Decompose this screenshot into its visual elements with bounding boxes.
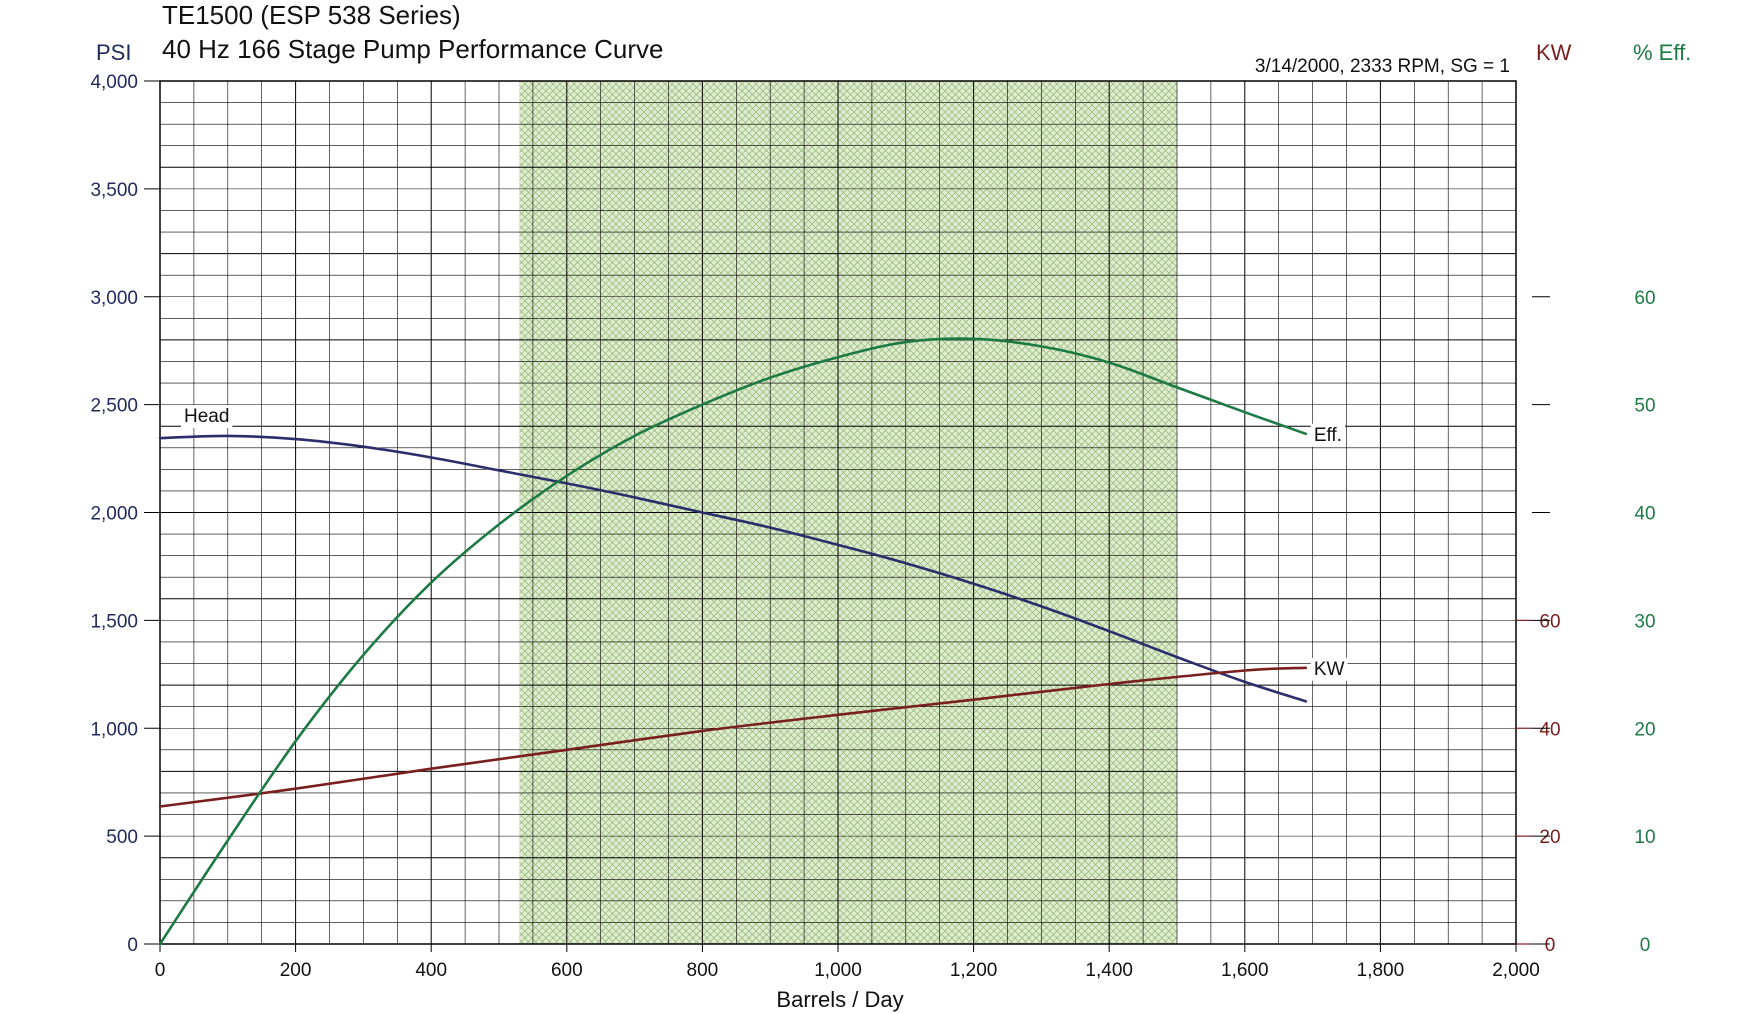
x-tick-label: 1,000	[814, 960, 862, 981]
left-tick-label: 4,000	[90, 72, 138, 93]
x-tick-label: 0	[155, 960, 166, 981]
kw-curve-label-bg	[1310, 657, 1348, 681]
x-tick-label: 600	[551, 960, 583, 981]
eff-tick-label: 0	[1640, 935, 1651, 956]
left-tick-label: 0	[127, 935, 138, 956]
eff-tick-label: 50	[1634, 396, 1655, 417]
left-tick-label: 1,500	[90, 611, 138, 632]
eff-tick-label: 30	[1634, 611, 1655, 632]
left-tick-label: 3,500	[90, 180, 138, 201]
eff-tick-label: 10	[1634, 827, 1655, 848]
x-tick-label: 1,200	[950, 960, 998, 981]
kw-curve	[158, 666, 1308, 808]
left-tick-label: 1,000	[90, 719, 138, 740]
eff-tick-label: 40	[1634, 504, 1655, 525]
head-curve-label: Head	[184, 406, 229, 427]
left-tick-label: 500	[106, 827, 138, 848]
eff-axis: 0 10 20 30 40 50 60	[1532, 288, 1656, 956]
x-tick-label: 1,600	[1221, 960, 1269, 981]
left-tick-label: 2,500	[90, 396, 138, 417]
head-curve	[158, 434, 1308, 703]
eff-axis-label: % Eff.	[1633, 40, 1691, 65]
x-axis: 0 200 400 600 800 1,000 1,200 1,400 1,600 1,800 2,…	[155, 944, 1540, 981]
chart-subtitle: 40 Hz 166 Stage Pump Performance Curve	[162, 34, 663, 64]
kw-tick-label: 40	[1539, 719, 1560, 740]
eff-tick-label: 20	[1634, 719, 1655, 740]
kw-axis-label: KW	[1536, 40, 1572, 65]
kw-tick-label: 0	[1545, 935, 1556, 956]
eff-curve-label: Eff.	[1314, 425, 1342, 446]
chart-info: 3/14/2000, 2333 RPM, SG = 1	[1255, 56, 1510, 77]
head-curve-label-bg	[181, 405, 233, 429]
chart-title: TE1500 (ESP 538 Series)	[162, 0, 461, 30]
x-tick-label: 200	[280, 960, 312, 981]
curve-labels: Head KW Eff.	[181, 405, 1348, 681]
kw-tick-label: 60	[1539, 611, 1560, 632]
x-tick-label: 1,400	[1085, 960, 1133, 981]
eff-curve	[158, 337, 1308, 946]
eff-tick-label: 60	[1634, 288, 1655, 309]
kw-axis: 0 20 40 60	[1516, 611, 1561, 956]
x-tick-label: 1,800	[1357, 960, 1405, 981]
x-axis-label: Barrels / Day	[776, 987, 903, 1012]
left-tick-label: 2,000	[90, 504, 138, 525]
grid	[160, 81, 1516, 944]
eff-curve-label-bg	[1310, 423, 1345, 447]
left-axis: 0 500 1,000 1,500 2,000 2,500 3,000 3,500 4,000	[90, 72, 160, 956]
x-tick-label: 800	[687, 960, 719, 981]
left-tick-label: 3,000	[90, 288, 138, 309]
curves	[158, 337, 1308, 946]
left-axis-label: PSI	[96, 40, 131, 65]
kw-tick-label: 20	[1539, 827, 1560, 848]
x-tick-label: 2,000	[1492, 960, 1540, 981]
kw-curve-label: KW	[1314, 659, 1345, 680]
x-tick-label: 400	[415, 960, 447, 981]
